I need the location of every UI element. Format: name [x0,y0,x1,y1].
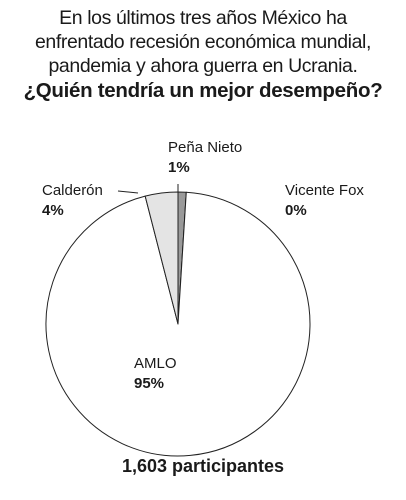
chart-title: ¿Quién tendría un mejor desempeño? [23,79,383,102]
label-calderon-name: Calderón [42,182,103,199]
subtitle-line-2: enfrentado recesión económica mundial, [34,31,371,53]
label-vicente-fox-value: 0% [285,202,307,219]
label-calderon-value: 4% [42,202,64,219]
label-calderon: Calderón 4% [42,181,103,221]
subtitle-line-3: pandemia y ahora guerra en Ucrania. [48,55,358,77]
label-vicente-fox: Vicente Fox 0% [285,181,364,221]
participants-count: 1,603 participantes [121,456,285,476]
label-pena-nieto-name: Peña Nieto [168,139,243,156]
label-amlo-value: 95% [134,375,165,392]
chart-header: En los últimos tres años México ha enfre… [0,6,406,104]
label-pena-nieto-value: 1% [168,159,190,176]
label-amlo: AMLO 95% [134,354,177,394]
label-pena-nieto: Peña Nieto 1% [168,138,242,178]
leader-line-calderon [117,190,139,194]
subtitle-line-1: En los últimos tres años México ha [59,7,347,29]
label-vicente-fox-name: Vicente Fox [285,182,364,199]
label-amlo-name: AMLO [134,355,177,372]
